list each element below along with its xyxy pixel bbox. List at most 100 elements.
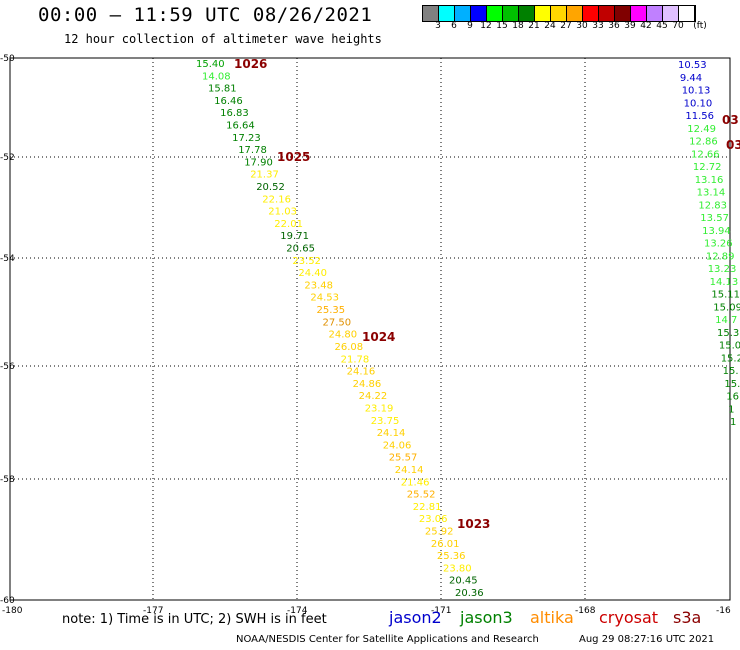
swh-value-east: 13.14 (697, 188, 726, 199)
swh-value: 24.53 (310, 293, 339, 304)
swh-value: 16.46 (214, 96, 243, 107)
colorbar-label: 24 (544, 21, 556, 31)
pressure-label: 1026 (234, 57, 267, 71)
swh-value: 24.16 (347, 367, 376, 378)
swh-value: 20.45 (449, 576, 478, 587)
latitude-label: -52 (0, 153, 15, 163)
longitude-label: -16 (716, 606, 731, 616)
axis-labels: -180 -177 -174 -171 -168 -16 -50 -52 -54 -56 -58 -6… (0, 54, 731, 616)
swh-value-east: 15. (724, 379, 740, 390)
pressure-label: 1025 (277, 150, 310, 164)
colorbar-label: 45 (656, 21, 668, 31)
latitude-label: -60 (0, 596, 15, 606)
swh-value-east: 14.13 (710, 277, 739, 288)
swh-value: 23.06 (419, 514, 448, 525)
latitude-label: -54 (0, 254, 15, 264)
colorbar-label: 27 (560, 21, 572, 31)
swh-value: 21.46 (401, 477, 430, 488)
colorbar-cell (647, 6, 663, 21)
swh-value-east: 11.56 (685, 111, 714, 122)
swh-value: 16.64 (226, 121, 255, 132)
swh-value: 22.81 (413, 502, 442, 513)
swh-value: 25.57 (389, 453, 418, 464)
swh-value: 17.90 (244, 157, 273, 168)
swh-value: 15.81 (208, 84, 237, 95)
swh-value-east: 15. (723, 366, 739, 377)
colorbar-cell (679, 6, 695, 21)
swh-value: 23.75 (371, 416, 400, 427)
swh-value: 24.80 (329, 330, 358, 341)
colorbar-cell (615, 6, 631, 21)
longitude-label: -171 (431, 606, 451, 616)
colorbar-label: 36 (608, 21, 620, 31)
colorbar-cell (519, 6, 535, 21)
swh-value: 25.35 (317, 305, 346, 316)
swh-value-east: 12.86 (689, 137, 718, 148)
legend-altika: altika (530, 608, 574, 627)
colorbar-label: 39 (624, 21, 636, 31)
swh-value-east: 14.7 (715, 315, 737, 326)
latitude-label: -50 (0, 54, 15, 64)
swh-value: 24.14 (377, 428, 406, 439)
swh-value: 20.65 (286, 244, 315, 255)
swh-value: 24.22 (359, 391, 388, 402)
swh-colorbar (422, 5, 696, 22)
map-frame (9, 57, 731, 601)
swh-value-east: 12.72 (693, 162, 722, 173)
swh-value: 23.48 (304, 280, 333, 291)
swh-value-east: 15.0 (719, 341, 740, 352)
latitude-label: -56 (0, 362, 15, 372)
swh-value-east: 15.11 (711, 290, 740, 301)
colorbar-label: 70 (672, 21, 684, 31)
colorbar-label: 18 (512, 21, 524, 31)
swh-value: 24.40 (298, 268, 327, 279)
note-text: note: 1) Time is in UTC; 2) SWH is in fe… (62, 612, 327, 627)
swh-value: 24.14 (395, 465, 424, 476)
colorbar-cell (583, 6, 599, 21)
colorbar-cell (439, 6, 455, 21)
swh-value: 15.40 (196, 59, 225, 70)
colorbar-label: 15 (496, 21, 508, 31)
swh-value-east: 16 (726, 392, 739, 403)
latitude-label: -58 (0, 475, 15, 485)
swh-value: 20.52 (256, 182, 285, 193)
swh-value: 26.01 (431, 539, 460, 550)
colorbar-label: 33 (592, 21, 604, 31)
swh-value: 21.03 (268, 207, 297, 218)
swh-value: 17.78 (238, 145, 267, 156)
swh-value-east: 13.94 (702, 226, 731, 237)
swh-value-east: 12.66 (691, 149, 720, 160)
legend-jason2: jason2 (389, 608, 442, 627)
colorbar-label: 30 (576, 21, 588, 31)
colorbar-cell (631, 6, 647, 21)
swh-value: 17.23 (232, 133, 261, 144)
swh-value: 27.50 (323, 317, 352, 328)
swh-value-east: 15.2 (721, 353, 740, 364)
colorbar-cell (535, 6, 551, 21)
credit-text: NOAA/NESDIS Center for Satellite Applica… (236, 634, 539, 645)
swh-value-east: 13.26 (704, 239, 733, 250)
map-title: 00:00 – 11:59 UTC 08/26/2021 (38, 4, 373, 26)
colorbar-label: 3 (435, 21, 441, 31)
swh-value-east: 9.44 (680, 73, 702, 84)
swh-value-east: 15.09 (713, 302, 740, 313)
swh-value: 23.19 (365, 404, 394, 415)
swh-value: 24.86 (353, 379, 382, 390)
swh-value: 26.08 (335, 342, 364, 353)
longitude-label: -174 (287, 606, 308, 616)
colorbar-cell (471, 6, 487, 21)
swh-value-east: 15.3 (717, 328, 739, 339)
swh-value: 22.16 (262, 194, 291, 205)
map-subtitle: 12 hour collection of altimeter wave hei… (64, 32, 382, 46)
swh-value: 25.36 (437, 551, 466, 562)
colorbar-cell (551, 6, 567, 21)
longitude-label: -168 (575, 606, 596, 616)
swh-value: 24.06 (383, 440, 412, 451)
swh-value-east: 12.83 (698, 200, 727, 211)
swh-value-east: 13.16 (695, 175, 724, 186)
swh-value-east: 1 (730, 417, 736, 428)
swh-value-east: 12.49 (687, 124, 716, 135)
swh-value-east: 10.53 (678, 60, 707, 71)
swh-value: 21.37 (250, 170, 279, 181)
